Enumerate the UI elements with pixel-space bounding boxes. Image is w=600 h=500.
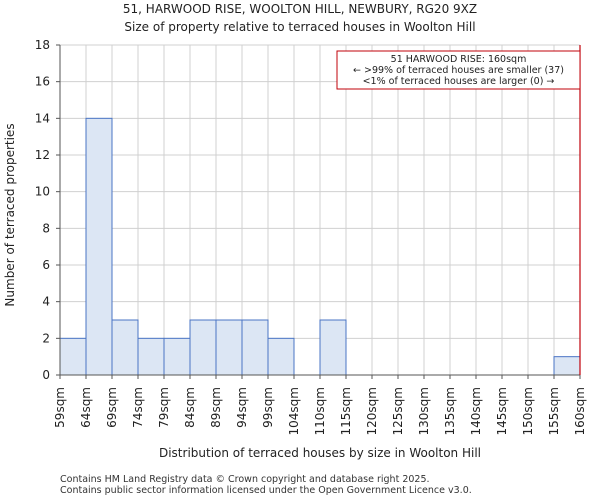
annotation-box: [336, 50, 581, 90]
y-tick-label: 0: [42, 368, 50, 382]
x-tick-label: 155sqm: [547, 387, 561, 435]
bar-84sqm: [189, 319, 217, 376]
x-tick-label: 135sqm: [443, 387, 457, 435]
bar-79sqm: [163, 337, 191, 376]
x-tick-label: 160sqm: [573, 387, 587, 435]
x-axis-title: Distribution of terraced houses by size …: [159, 446, 481, 460]
bar-99sqm: [267, 337, 295, 376]
chart-title: Size of property relative to terraced ho…: [124, 20, 476, 34]
x-tick-label: 150sqm: [521, 387, 535, 435]
bar-69sqm: [111, 319, 139, 376]
bar-155sqm: [553, 356, 581, 376]
bar-110sqm: [319, 319, 347, 376]
x-tick-label: 140sqm: [469, 387, 483, 435]
bar-94sqm: [241, 319, 269, 376]
bar-89sqm: [215, 319, 243, 376]
x-tick-label: 99sqm: [261, 387, 275, 428]
bar-74sqm: [137, 337, 165, 376]
x-tick-label: 110sqm: [313, 387, 327, 435]
y-tick-label: 6: [42, 258, 50, 272]
y-tick-label: 8: [42, 221, 50, 235]
x-tick-label: 84sqm: [183, 387, 197, 428]
x-tick-label: 125sqm: [391, 387, 405, 435]
y-tick-label: 2: [42, 331, 50, 345]
x-tick-label: 79sqm: [157, 387, 171, 428]
y-tick-label: 12: [35, 148, 50, 162]
x-tick-label: 145sqm: [495, 387, 509, 435]
x-tick-label: 94sqm: [235, 387, 249, 428]
bar-64sqm: [85, 117, 113, 376]
y-axis-title: Number of terraced properties: [3, 123, 17, 306]
footer-copyright: Contains HM Land Registry data © Crown c…: [60, 474, 430, 485]
x-tick-label: 64sqm: [79, 387, 93, 428]
x-tick-label: 59sqm: [53, 387, 67, 428]
y-tick-label: 16: [35, 75, 50, 89]
x-tick-label: 74sqm: [131, 387, 145, 428]
chart-title-address: 51, HARWOOD RISE, WOOLTON HILL, NEWBURY,…: [122, 2, 478, 16]
x-tick-label: 115sqm: [339, 387, 353, 435]
x-tick-label: 120sqm: [365, 387, 379, 435]
x-tick-label: 104sqm: [287, 387, 301, 435]
annotation-line-3: <1% of terraced houses are larger (0) →: [363, 76, 555, 87]
annotation-line-1: 51 HARWOOD RISE: 160sqm: [391, 54, 527, 65]
y-tick-label: 4: [42, 295, 50, 309]
x-tick-label: 130sqm: [417, 387, 431, 435]
x-tick-label: 69sqm: [105, 387, 119, 428]
y-tick-label: 10: [35, 185, 50, 199]
bar-59sqm: [59, 337, 87, 376]
x-tick-label: 89sqm: [209, 387, 223, 428]
y-tick-label: 18: [35, 38, 50, 52]
y-tick-label: 14: [35, 111, 50, 125]
annotation-line-2: ← >99% of terraced houses are smaller (3…: [353, 65, 564, 76]
footer-licence: Contains public sector information licen…: [60, 485, 472, 496]
